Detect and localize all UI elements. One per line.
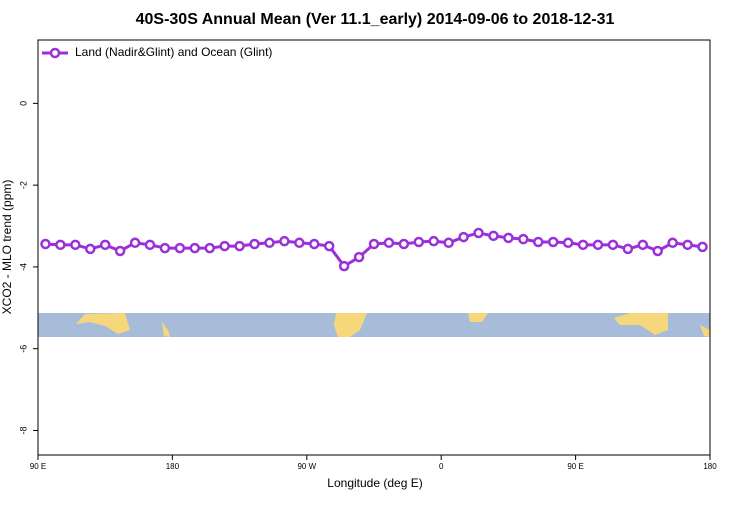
marker [503, 232, 514, 244]
marker [294, 237, 305, 249]
marker [70, 239, 81, 251]
marker [129, 237, 141, 249]
y-tick-label: -6 [18, 345, 28, 353]
marker [428, 235, 439, 247]
marker [234, 240, 245, 252]
marker [264, 237, 275, 249]
marker [473, 227, 484, 239]
x-tick-label: 0 [439, 462, 444, 471]
marker [518, 233, 529, 245]
marker [279, 235, 290, 247]
marker [40, 238, 51, 250]
marker [488, 230, 499, 242]
marker [323, 240, 335, 252]
y-tick-label: 0 [18, 101, 28, 106]
x-tick-label: 90 W [297, 462, 316, 471]
marker [189, 242, 201, 254]
marker [85, 243, 96, 255]
marker [547, 236, 559, 248]
marker [682, 239, 693, 251]
x-tick-label: 180 [703, 462, 717, 471]
marker [219, 240, 230, 252]
marker [592, 239, 604, 251]
y-axis-label: XCO2 - MLO trend (ppm) [0, 180, 14, 315]
x-tick-label: 180 [166, 462, 180, 471]
map-strip [38, 313, 710, 337]
marker [652, 245, 663, 257]
marker [443, 237, 454, 249]
marker [204, 242, 215, 254]
marker [622, 243, 634, 255]
marker [533, 236, 544, 248]
y-tick-label: -8 [18, 426, 28, 434]
marker [309, 238, 320, 250]
marker [398, 238, 410, 250]
marker [697, 241, 708, 253]
marker [159, 242, 171, 254]
marker [458, 231, 469, 243]
marker [249, 238, 260, 250]
marker [55, 239, 66, 251]
marker [383, 237, 395, 249]
marker [174, 242, 186, 254]
marker [338, 260, 350, 272]
marker [413, 236, 425, 248]
y-tick-label: -4 [18, 263, 28, 271]
marker [99, 239, 111, 251]
chart-title: 40S-30S Annual Mean (Ver 11.1_early) 201… [136, 11, 615, 28]
marker [577, 239, 589, 251]
marker [607, 239, 619, 251]
marker [353, 251, 365, 263]
x-tick-label: 90 E [567, 462, 583, 471]
marker [144, 239, 156, 251]
plot-frame [37, 39, 711, 456]
marker [562, 237, 574, 249]
marker [667, 237, 678, 249]
legend-marker [49, 47, 61, 59]
x-axis-label: Longitude (deg E) [327, 476, 422, 490]
y-tick-label: -2 [18, 181, 28, 189]
legend-label: Land (Nadir&Glint) and Ocean (Glint) [75, 45, 272, 59]
marker [368, 238, 380, 250]
series-line [45, 231, 703, 269]
marker [114, 245, 126, 257]
marker [637, 239, 649, 251]
x-tick-label: 90 E [30, 462, 46, 471]
